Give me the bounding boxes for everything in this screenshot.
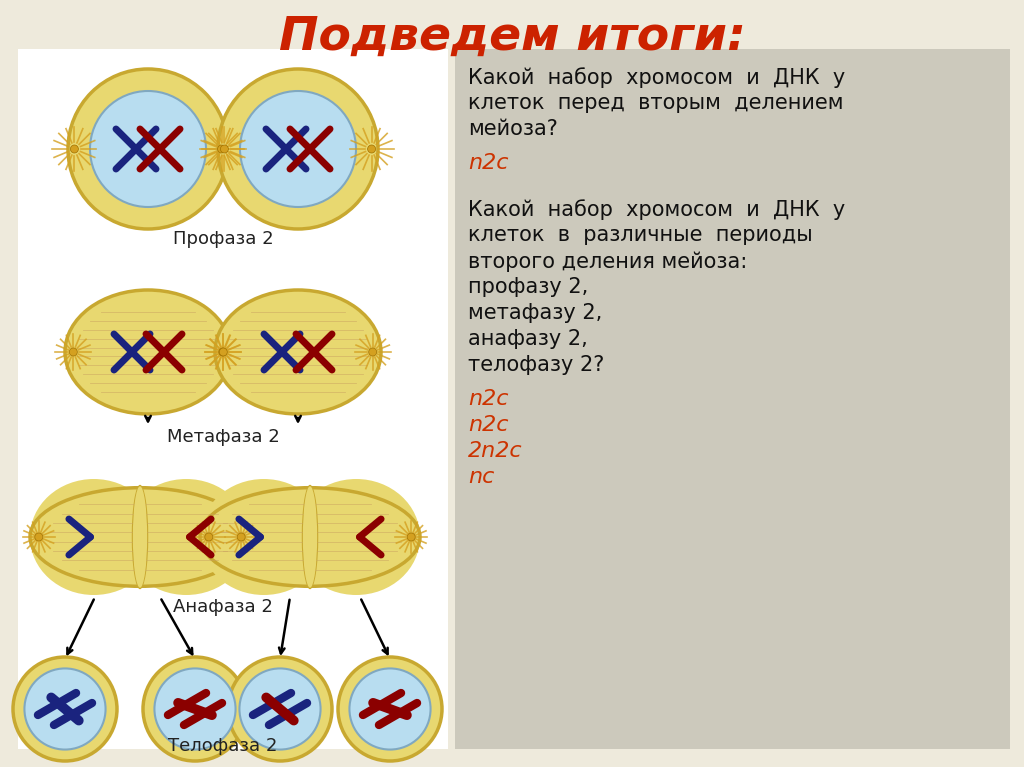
Text: nc: nc: [468, 467, 495, 487]
Text: Профаза 2: Профаза 2: [173, 230, 273, 248]
Ellipse shape: [133, 486, 147, 588]
Text: профазу 2,: профазу 2,: [468, 277, 588, 297]
Ellipse shape: [71, 145, 79, 153]
Ellipse shape: [65, 290, 231, 414]
Ellipse shape: [408, 533, 415, 541]
Text: Какой  набор  хромосом  и  ДНК  у: Какой набор хромосом и ДНК у: [468, 199, 845, 220]
Text: Какой  набор  хромосом  и  ДНК  у: Какой набор хромосом и ДНК у: [468, 67, 845, 88]
Ellipse shape: [200, 488, 420, 586]
Text: Анафаза 2: Анафаза 2: [173, 598, 273, 616]
Ellipse shape: [218, 69, 378, 229]
Text: второго деления мейоза:: второго деления мейоза:: [468, 251, 748, 272]
Ellipse shape: [35, 533, 43, 541]
Text: n2c: n2c: [468, 153, 509, 173]
Ellipse shape: [218, 145, 225, 153]
Ellipse shape: [68, 69, 228, 229]
Ellipse shape: [70, 348, 77, 356]
Ellipse shape: [302, 485, 318, 589]
Ellipse shape: [30, 479, 158, 595]
Ellipse shape: [219, 348, 227, 356]
Text: Подведем итоги:: Подведем итоги:: [279, 15, 745, 60]
Text: Метафаза 2: Метафаза 2: [167, 428, 280, 446]
Ellipse shape: [13, 657, 117, 761]
Text: метафазу 2,: метафазу 2,: [468, 303, 602, 323]
Ellipse shape: [25, 668, 105, 749]
Ellipse shape: [303, 486, 317, 588]
Ellipse shape: [240, 668, 321, 749]
Text: анафазу 2,: анафазу 2,: [468, 329, 588, 349]
Ellipse shape: [238, 533, 245, 541]
Ellipse shape: [338, 657, 442, 761]
Ellipse shape: [220, 145, 228, 153]
Ellipse shape: [240, 91, 356, 207]
FancyBboxPatch shape: [455, 49, 1010, 749]
Ellipse shape: [368, 145, 376, 153]
Ellipse shape: [215, 290, 381, 414]
Ellipse shape: [143, 657, 247, 761]
Text: n2c: n2c: [468, 389, 509, 409]
Ellipse shape: [90, 91, 206, 207]
Ellipse shape: [30, 488, 250, 586]
Text: клеток  перед  вторым  делением: клеток перед вторым делением: [468, 93, 844, 113]
Ellipse shape: [200, 479, 328, 595]
Ellipse shape: [228, 657, 332, 761]
Text: Телофаза 2: Телофаза 2: [168, 737, 278, 755]
Text: n2c: n2c: [468, 415, 509, 435]
Text: 2n2c: 2n2c: [468, 441, 522, 461]
Text: мейоза?: мейоза?: [468, 119, 558, 139]
FancyBboxPatch shape: [18, 49, 449, 749]
Ellipse shape: [132, 485, 148, 589]
Text: клеток  в  различные  периоды: клеток в различные периоды: [468, 225, 813, 245]
Ellipse shape: [369, 348, 377, 356]
Ellipse shape: [293, 479, 420, 595]
Ellipse shape: [219, 348, 226, 356]
Ellipse shape: [205, 533, 213, 541]
Ellipse shape: [123, 479, 250, 595]
Text: телофазу 2?: телофазу 2?: [468, 355, 604, 375]
Ellipse shape: [155, 668, 236, 749]
Ellipse shape: [349, 668, 430, 749]
